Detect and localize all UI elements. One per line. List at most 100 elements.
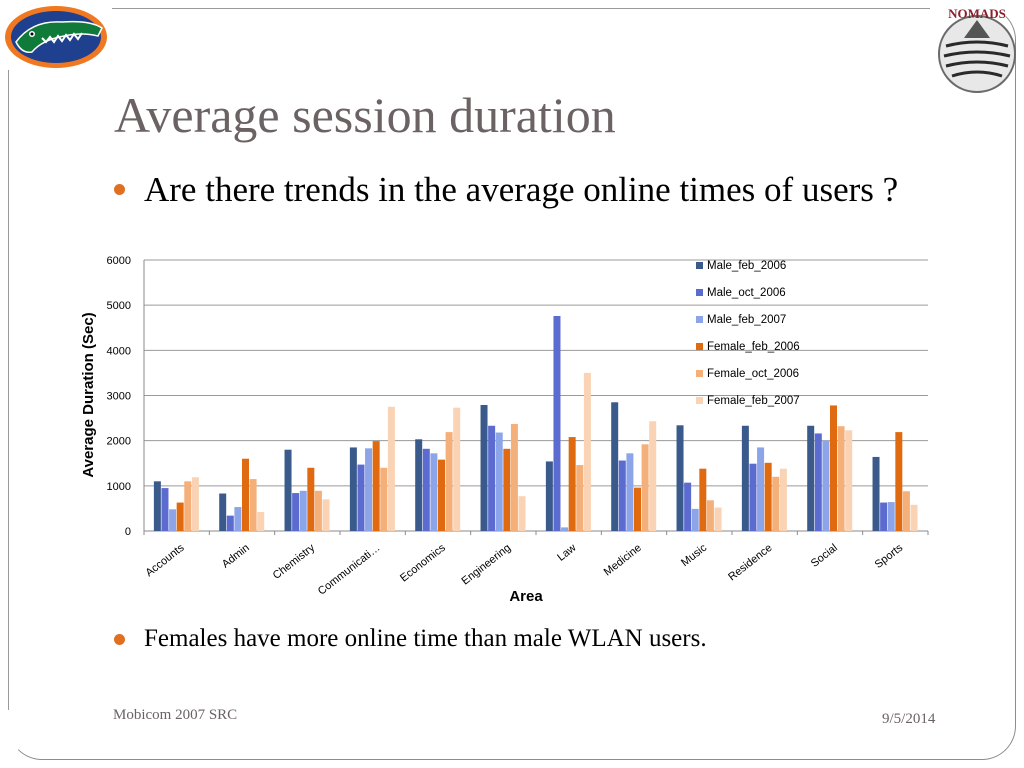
bar	[649, 421, 657, 531]
bar	[714, 507, 722, 531]
legend-swatch	[696, 316, 703, 323]
bar	[169, 509, 177, 531]
bullet-text: Are there trends in the average online t…	[144, 170, 899, 209]
bar	[845, 430, 853, 531]
bar	[176, 502, 184, 531]
bullet-conclusion: Females have more online time than male …	[114, 622, 934, 656]
bullet-text: Females have more online time than male …	[144, 625, 707, 652]
y-tick-label: 6000	[107, 255, 131, 267]
bullet-question: Are there trends in the average online t…	[114, 168, 904, 212]
bar	[757, 447, 765, 531]
bar	[422, 448, 430, 531]
bar	[618, 460, 626, 531]
bar	[488, 425, 496, 531]
bar	[741, 425, 749, 531]
bar	[322, 499, 330, 531]
y-tick-label: 1000	[107, 481, 131, 493]
bar	[880, 502, 888, 531]
legend-label: Female_feb_2007	[707, 395, 800, 407]
bar	[453, 407, 461, 531]
bar	[553, 316, 561, 531]
x-tick-label: Music	[679, 542, 709, 569]
bullet-dot-icon	[114, 184, 125, 195]
legend-label: Male_oct_2006	[707, 287, 786, 299]
bar	[161, 488, 169, 531]
bar	[380, 467, 388, 531]
x-tick-label: Law	[555, 542, 578, 564]
bar	[641, 444, 649, 531]
bar	[772, 476, 780, 531]
slide-frame	[8, 6, 1016, 760]
bar	[626, 453, 634, 531]
bullet-dot-icon	[114, 634, 125, 645]
bar	[372, 441, 380, 531]
y-tick-label: 3000	[107, 391, 131, 403]
x-axis-title: Area	[509, 588, 543, 605]
bar	[219, 493, 227, 531]
bar	[314, 490, 322, 531]
bar	[284, 449, 292, 531]
bar	[779, 468, 787, 531]
bar	[415, 439, 423, 531]
bar	[887, 502, 895, 531]
bar	[357, 464, 365, 531]
bar	[184, 481, 192, 531]
bar	[902, 491, 910, 531]
legend-label: Male_feb_2007	[707, 314, 786, 326]
bar	[568, 437, 576, 531]
bar	[583, 372, 591, 531]
x-tick-label: Accounts	[143, 542, 186, 580]
bar	[234, 507, 242, 531]
x-tick-label: Admin	[220, 542, 252, 571]
bar	[226, 515, 234, 531]
bar	[518, 496, 526, 531]
y-tick-label: 0	[125, 526, 131, 538]
bar	[807, 425, 815, 531]
nomads-logo: NOMADS	[938, 6, 1016, 93]
legend-swatch	[696, 397, 703, 404]
x-tick-label: Medicine	[602, 542, 644, 579]
x-tick-label: Communicati…	[316, 542, 383, 598]
bar	[561, 527, 569, 531]
bar	[249, 479, 257, 531]
bar	[576, 465, 584, 531]
bar	[749, 463, 757, 531]
x-tick-label: Chemistry	[271, 542, 318, 582]
bar	[684, 482, 692, 531]
bar	[430, 453, 438, 531]
bar-chart: 0 1000 2000 3000 4000 5000 6000 Accounts Admin Ch…	[80, 255, 929, 605]
bar	[242, 458, 249, 531]
bar	[545, 461, 553, 531]
y-tick-label: 4000	[107, 345, 131, 357]
footer-date: 9/5/2014	[882, 711, 936, 727]
bar	[445, 432, 453, 531]
bar	[191, 477, 199, 531]
legend-swatch	[696, 343, 703, 350]
bar	[257, 512, 265, 531]
bar	[837, 426, 845, 531]
bar	[764, 462, 772, 531]
bar	[910, 504, 918, 531]
slide-title: Average session duration	[114, 87, 616, 143]
x-tick-label: Residence	[726, 542, 774, 583]
bar	[480, 404, 488, 531]
bar	[706, 500, 714, 531]
bar	[153, 481, 161, 531]
bar	[830, 405, 837, 531]
bar	[307, 467, 315, 531]
bar	[387, 406, 395, 531]
top-divider	[112, 8, 930, 9]
x-tick-label: Social	[809, 542, 840, 570]
y-axis-title: Average Duration (Sec)	[80, 312, 97, 477]
bar	[349, 447, 357, 531]
bar	[438, 459, 445, 531]
nomads-logo-text: NOMADS	[948, 6, 1006, 21]
bar	[292, 493, 300, 531]
left-divider	[8, 70, 9, 710]
legend-label: Male_feb_2006	[707, 260, 786, 272]
footer-source: Mobicom 2007 SRC	[113, 707, 238, 723]
legend-swatch	[696, 262, 703, 269]
bar	[872, 456, 880, 531]
bar	[299, 490, 307, 531]
y-tick-label: 2000	[107, 436, 131, 448]
